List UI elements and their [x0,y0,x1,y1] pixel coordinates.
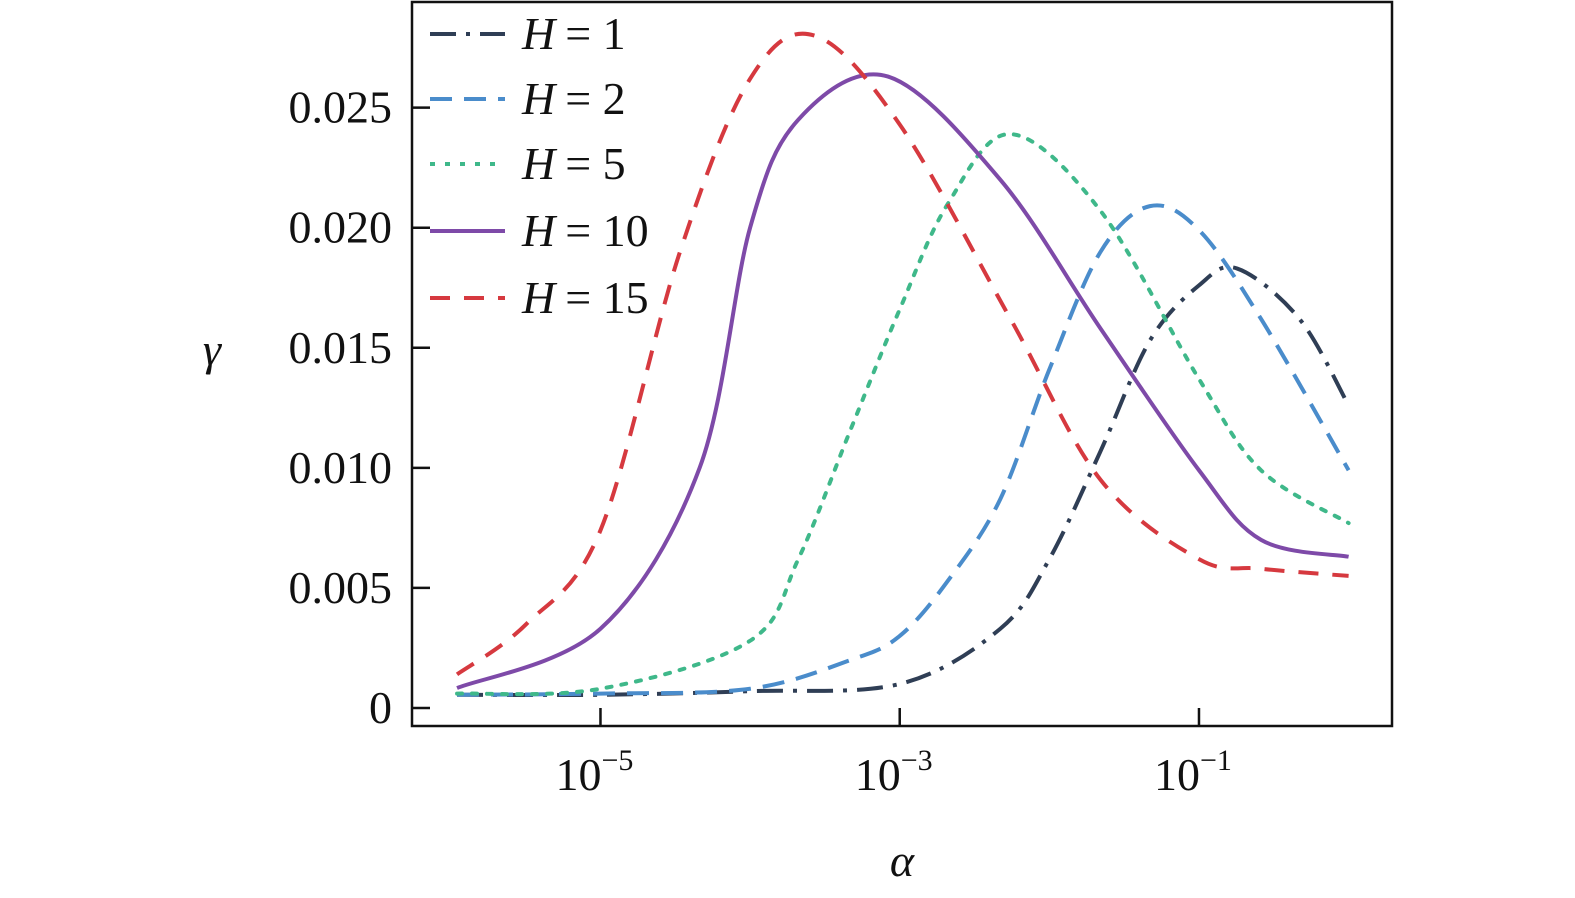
legend-value: = 10 [565,205,648,256]
x-tick-exponent: −5 [602,744,634,777]
legend-value: = 1 [565,8,625,59]
legend-variable: H [521,205,558,256]
x-tick-base: 10 [855,749,901,800]
x-tick-exponent: −1 [1200,744,1232,777]
legend-value: = 2 [565,73,625,124]
x-tick-label: 10−5 [556,744,634,800]
legend-label-2: H = 2 [521,73,626,124]
x-axis-label: α [890,835,915,886]
x-tick-label: 10−3 [855,744,933,800]
y-tick-label: 0.005 [289,562,393,613]
y-axis-label: γ [203,324,223,375]
legend-variable: H [521,8,558,59]
legend-label-1: H = 1 [521,8,626,59]
x-tick-base: 10 [556,749,602,800]
legend-label-5: H = 15 [521,272,649,323]
x-tick-label: 10−1 [1154,744,1232,800]
legend: H = 1H = 2H = 5H = 10H = 15 [430,8,649,323]
series-line-1 [457,265,1351,698]
legend-variable: H [521,138,558,189]
legend-value: = 15 [565,272,648,323]
legend-label-3: H = 5 [521,138,626,189]
plot-frame [410,0,1394,728]
legend-label-4: H = 10 [521,205,649,256]
legend-value: = 5 [565,138,625,189]
y-tick-label: 0.015 [289,322,393,373]
y-tick-label: 0.025 [289,82,393,133]
x-tick-base: 10 [1154,749,1200,800]
series-line-2 [457,203,1351,697]
series-line-4 [456,72,1349,690]
y-tick-label: 0 [369,682,392,733]
curves [455,31,1351,698]
legend-variable: H [521,73,558,124]
x-tick-exponent: −3 [901,744,933,777]
y-tick-label: 0.020 [289,202,393,253]
series-line-5 [455,31,1349,676]
legend-variable: H [521,272,558,323]
y-tick-label: 0.010 [289,442,393,493]
